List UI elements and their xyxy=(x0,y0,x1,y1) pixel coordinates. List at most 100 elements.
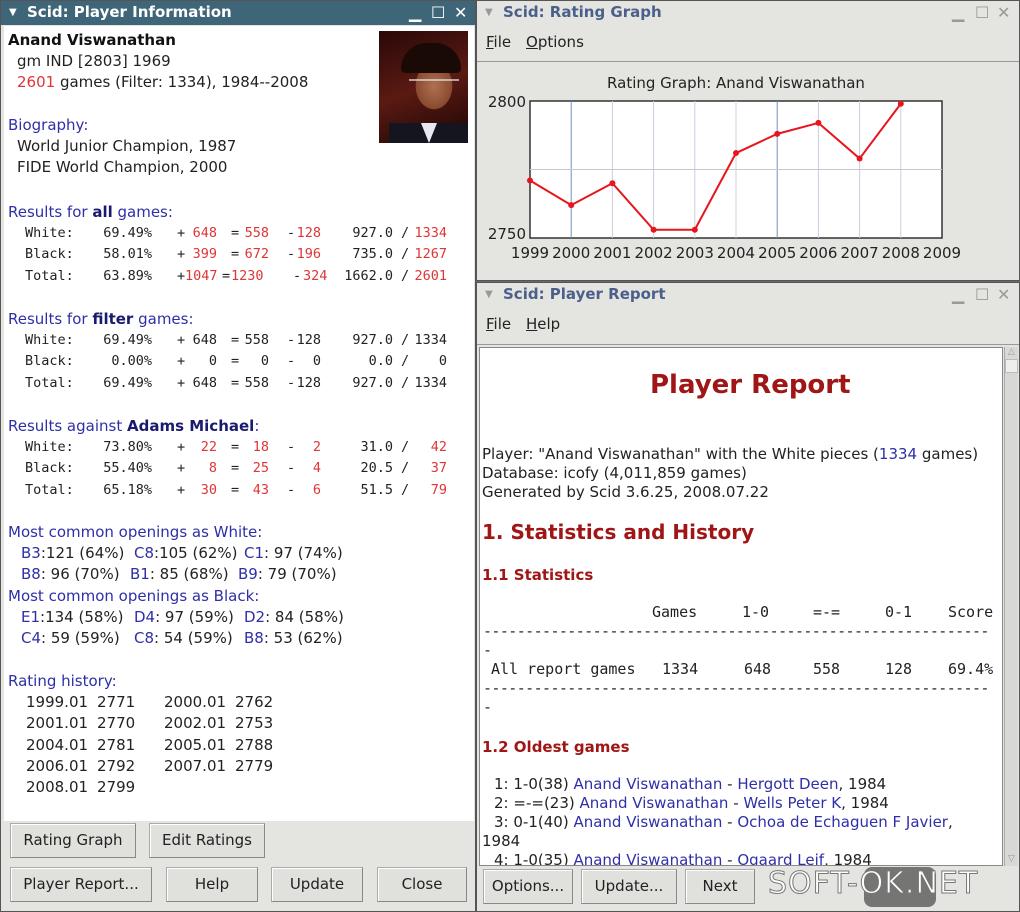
report-scrollbar[interactable]: △ ▽ xyxy=(1004,347,1018,866)
row-label: White: xyxy=(25,332,74,348)
close-button[interactable]: Close xyxy=(377,867,467,902)
update-button[interactable]: Update... xyxy=(581,869,677,904)
black-player-link[interactable]: Hergott Deen xyxy=(737,775,839,793)
player-report-titlebar[interactable]: ▼ Scid: Player Report ▁ ☐ ✕ xyxy=(477,283,1019,307)
white-player-link[interactable]: Anand Viswanathan xyxy=(573,851,723,866)
table-header-wins: 1-0 xyxy=(742,603,770,621)
opening-eco-link[interactable]: B3 xyxy=(21,544,41,562)
maximize-icon[interactable]: ☐ xyxy=(975,285,990,304)
black-player-link[interactable]: Ochoa de Echaguen F Javier xyxy=(737,813,948,831)
row-total: 1334 xyxy=(414,225,447,241)
window-menu-icon[interactable]: ▼ xyxy=(485,289,493,300)
table-rule-tail: - xyxy=(483,641,493,659)
opening-entry[interactable]: B3:121 (64%) xyxy=(21,544,124,562)
black-player-link[interactable]: Ogaard Leif xyxy=(737,851,825,866)
loss-sign: - xyxy=(287,246,296,263)
white-player-link[interactable]: Anand Viswanathan xyxy=(573,775,723,793)
close-icon[interactable]: ✕ xyxy=(997,285,1011,304)
opening-entry[interactable]: C1: 97 (74%) xyxy=(244,544,343,562)
opening-eco-link[interactable]: D2 xyxy=(244,608,266,626)
opening-stat: : 85 (68%) xyxy=(149,565,229,584)
update-button[interactable]: Update xyxy=(271,867,363,902)
rating-point xyxy=(568,202,575,209)
player-info-titlebar[interactable]: ▼ Scid: Player Information ▁ ☐ ✕ xyxy=(1,1,475,25)
draw-sign: = xyxy=(231,246,240,263)
close-icon[interactable]: ✕ xyxy=(454,3,468,22)
games-count: 2601 xyxy=(17,73,56,91)
opening-eco-link[interactable]: E1 xyxy=(21,608,41,626)
win-sign: + xyxy=(177,225,186,241)
row-draws: 672 xyxy=(244,246,269,263)
opening-eco-link[interactable]: B8 xyxy=(21,565,41,584)
table-cell-draws: 558 xyxy=(813,660,841,678)
opening-eco-link[interactable]: D4 xyxy=(134,608,156,626)
opening-stat: : 59 (59%) xyxy=(41,629,120,648)
scroll-down-icon[interactable]: ▽ xyxy=(1008,854,1015,864)
row-percent: 69.49% xyxy=(103,225,152,241)
white-player-link[interactable]: Anand Viswanathan xyxy=(579,794,729,812)
opening-eco-link[interactable]: B8 xyxy=(244,629,264,648)
scroll-thumb[interactable] xyxy=(1005,359,1018,373)
opening-eco-link[interactable]: B9 xyxy=(238,565,258,584)
section-statistics-history: 1. Statistics and History xyxy=(482,520,755,544)
opening-entry[interactable]: C8:105 (62%) xyxy=(134,544,238,562)
results-row: White: 69.49% +648 = 558 -128 927.0 /1334 xyxy=(1,225,471,245)
maximize-icon[interactable]: ☐ xyxy=(975,3,990,22)
opening-eco-link[interactable]: C4 xyxy=(21,629,42,648)
minimize-icon[interactable]: ▁ xyxy=(952,3,965,22)
opening-entry[interactable]: B1: 85 (68%) xyxy=(130,565,229,583)
help-button[interactable]: Help xyxy=(166,867,258,902)
menu-file[interactable]: File xyxy=(486,33,512,51)
scroll-up-icon[interactable]: △ xyxy=(1008,347,1015,357)
row-label: Total: xyxy=(25,481,74,498)
row-wins: 30 xyxy=(200,481,217,498)
rating-graph-button[interactable]: Rating Graph xyxy=(10,823,136,858)
row-score: 31.0 xyxy=(360,439,393,455)
row-percent: 0.00% xyxy=(111,353,152,370)
player-name: Anand Viswanathan xyxy=(8,31,176,49)
row-total: 1267 xyxy=(414,246,447,263)
opening-entry[interactable]: D4: 97 (59%) xyxy=(134,608,234,626)
window-menu-icon[interactable]: ▼ xyxy=(9,7,17,18)
white-player-link[interactable]: Anand Viswanathan xyxy=(573,813,723,831)
minimize-icon[interactable]: ▁ xyxy=(409,3,422,22)
opening-eco-link[interactable]: C8 xyxy=(134,629,155,648)
x-tick-label: 2001 xyxy=(593,244,631,262)
row-score: 1662.0 xyxy=(344,267,393,284)
menu-help[interactable]: Help xyxy=(526,315,561,333)
edit-ratings-button[interactable]: Edit Ratings xyxy=(149,823,265,858)
opening-stat: :134 (58%) xyxy=(40,608,124,626)
black-player-link[interactable]: Wells Peter K xyxy=(743,794,842,812)
menu-options[interactable]: Options xyxy=(526,33,584,51)
game-year: 1984 xyxy=(848,775,887,793)
opening-eco-link[interactable]: C1 xyxy=(244,544,265,562)
maximize-icon[interactable]: ☐ xyxy=(431,3,446,22)
opening-entry[interactable]: D2: 84 (58%) xyxy=(244,608,344,626)
player-games-link[interactable]: 1334 xyxy=(878,445,918,463)
row-percent: 65.18% xyxy=(103,481,152,498)
rating-graph-titlebar[interactable]: ▼ Scid: Rating Graph ▁ ☐ ✕ xyxy=(477,1,1019,25)
window-menu-icon[interactable]: ▼ xyxy=(485,7,493,18)
opening-eco-link[interactable]: C8 xyxy=(134,544,155,562)
opening-entry[interactable]: B8: 53 (62%) xyxy=(244,629,343,647)
row-score: 927.0 xyxy=(352,332,393,348)
opening-entry[interactable]: B8: 96 (70%) xyxy=(21,565,120,583)
menu-file[interactable]: File xyxy=(486,315,512,333)
y-tick-label: 2750 xyxy=(488,225,526,243)
options-button[interactable]: Options... xyxy=(483,869,573,904)
opening-stat: : 96 (70%) xyxy=(40,565,120,584)
opening-entry[interactable]: C4: 59 (59%) xyxy=(21,629,120,647)
row-label: White: xyxy=(25,225,74,241)
player-report-button[interactable]: Player Report... xyxy=(10,867,152,902)
x-tick-label: 2002 xyxy=(635,244,673,262)
close-icon[interactable]: ✕ xyxy=(997,3,1011,22)
history-date: 2005.01 xyxy=(164,735,227,754)
next-button[interactable]: Next xyxy=(685,869,755,904)
opening-entry[interactable]: E1:134 (58%) xyxy=(21,608,124,626)
opening-entry[interactable]: C8: 54 (59%) xyxy=(134,629,233,647)
section-oldest-games: 1.2 Oldest games xyxy=(482,738,630,756)
opening-entry[interactable]: B9: 79 (70%) xyxy=(238,565,337,583)
player-info-window: ▼ Scid: Player Information ▁ ☐ ✕ Anand V… xyxy=(0,0,476,912)
opening-eco-link[interactable]: B1 xyxy=(130,565,150,584)
minimize-icon[interactable]: ▁ xyxy=(952,285,965,304)
